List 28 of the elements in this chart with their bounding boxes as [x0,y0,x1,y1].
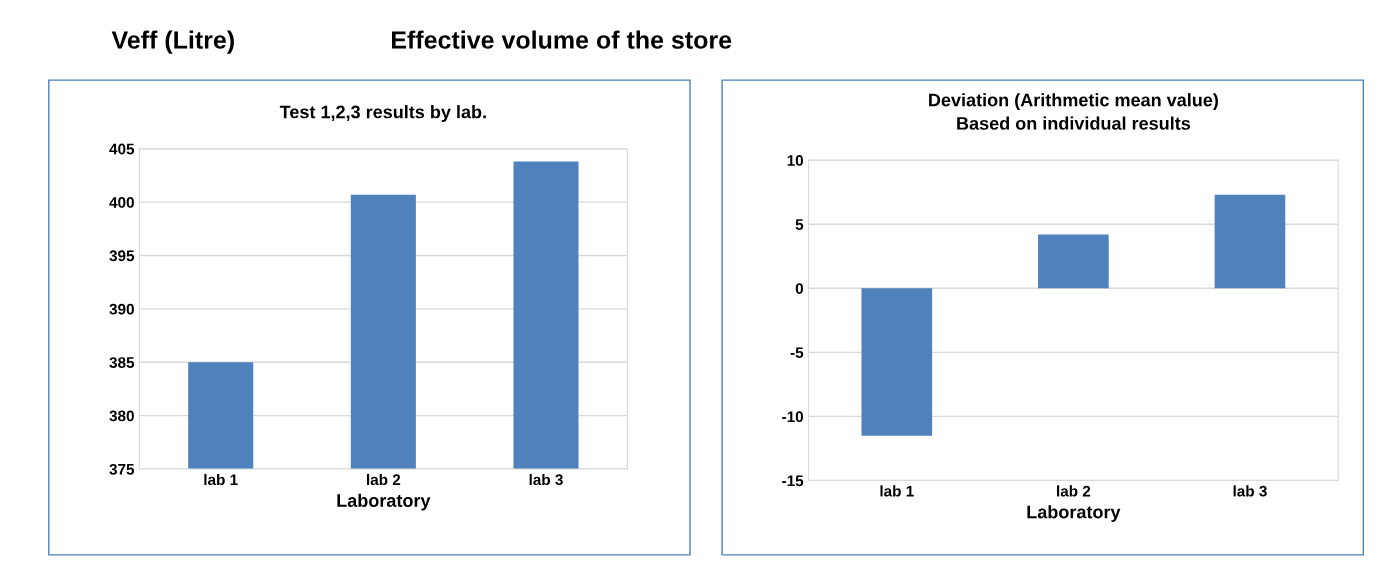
x-tick-label: lab 2 [1057,485,1091,497]
y-tick-label: 400 [109,196,134,208]
chart-title: Deviation (Arithmetic mean value) Based on individual results [929,93,1218,130]
y-tick-label: -15 [782,475,804,487]
bar [861,288,933,436]
bar [1214,194,1286,289]
x-tick-label: lab 3 [529,473,563,486]
chart-title: Test 1,2,3 results by lab. [279,105,486,122]
x-tick-label: lab 2 [367,473,401,486]
x-tick-label: lab 1 [204,473,238,486]
y-tick-label: 405 [109,143,135,155]
x-tick-label: lab 3 [1233,485,1267,497]
x-tick-label: lab 1 [880,485,914,497]
y-tick-label: 5 [795,219,804,230]
text: Effective volume of the store [391,30,732,49]
y-tick-label: 0 [795,283,804,294]
x-axis-title: Laboratory [337,493,431,511]
y-tick-label: 10 [787,155,804,166]
bar [1038,234,1109,289]
y-tick-label: 385 [109,357,135,368]
y-tick-label: 395 [109,250,135,262]
y-tick-label: 375 [109,463,135,475]
x-axis-title: Laboratory [1027,505,1121,522]
y-tick-label: 380 [109,410,134,422]
y-tick-label: 390 [109,303,134,315]
y-tick-label: -5 [790,347,804,359]
text: Veff (Litre) [111,30,234,54]
y-tick-label: -10 [782,411,804,423]
